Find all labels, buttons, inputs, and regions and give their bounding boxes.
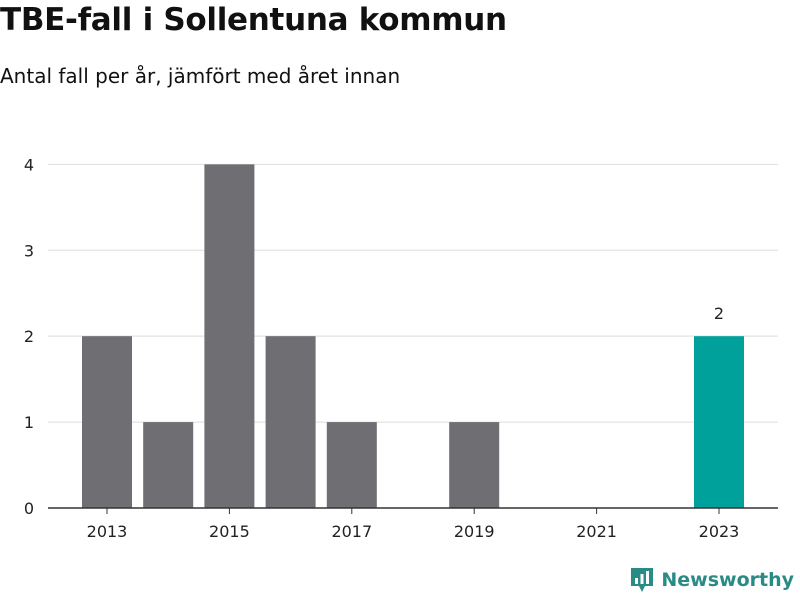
x-tick-label-2023: 2023 <box>699 522 740 541</box>
bar-2019 <box>449 422 500 508</box>
y-axis-ticks: 0 1 2 3 4 <box>24 155 34 518</box>
newsworthy-logo-text: Newsworthy <box>661 569 794 591</box>
gridlines <box>48 163 778 423</box>
x-tick-label-2019: 2019 <box>454 522 495 541</box>
bar-2017 <box>326 422 377 508</box>
bars <box>82 164 744 508</box>
data-labels: 2 <box>714 304 724 323</box>
y-tick-label-1: 1 <box>24 413 34 432</box>
y-tick-label-0: 0 <box>24 499 34 518</box>
newsworthy-logo: Newsworthy <box>629 566 794 594</box>
y-tick-label-2: 2 <box>24 327 34 346</box>
x-tick-label-2021: 2021 <box>576 522 617 541</box>
x-tick-label-2013: 2013 <box>87 522 128 541</box>
bar-2016 <box>265 336 316 508</box>
x-tick-label-2017: 2017 <box>331 522 372 541</box>
x-axis: 2013 2015 2017 2019 2021 2023 <box>48 507 778 541</box>
bar-2023 <box>694 336 744 508</box>
y-tick-label-3: 3 <box>24 241 34 260</box>
bar-2014 <box>143 422 194 508</box>
chart-title: TBE-fall i Sollentuna kommun <box>0 2 507 38</box>
data-label-2023: 2 <box>714 304 724 323</box>
bar-2015 <box>204 164 255 508</box>
chart-subtitle: Antal fall per år, jämfört med året inna… <box>0 64 401 88</box>
newsworthy-logo-icon <box>631 568 654 592</box>
bar-2013 <box>82 336 132 508</box>
y-tick-label-4: 4 <box>24 155 34 174</box>
x-tick-label-2015: 2015 <box>209 522 250 541</box>
